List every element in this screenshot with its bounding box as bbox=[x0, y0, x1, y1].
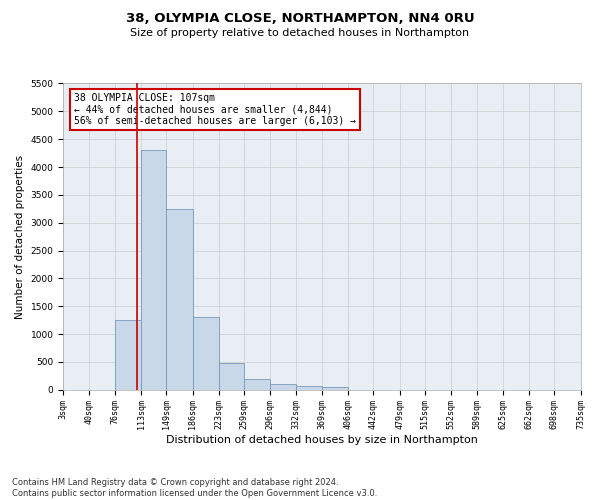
Text: 38 OLYMPIA CLOSE: 107sqm
← 44% of detached houses are smaller (4,844)
56% of sem: 38 OLYMPIA CLOSE: 107sqm ← 44% of detach… bbox=[74, 92, 356, 126]
Bar bbox=[141, 150, 166, 390]
Bar bbox=[296, 386, 322, 390]
Bar bbox=[271, 384, 296, 390]
Bar bbox=[193, 318, 219, 390]
Text: 38, OLYMPIA CLOSE, NORTHAMPTON, NN4 0RU: 38, OLYMPIA CLOSE, NORTHAMPTON, NN4 0RU bbox=[125, 12, 475, 26]
Bar bbox=[115, 320, 141, 390]
Y-axis label: Number of detached properties: Number of detached properties bbox=[15, 154, 25, 318]
Text: Size of property relative to detached houses in Northampton: Size of property relative to detached ho… bbox=[130, 28, 470, 38]
Bar bbox=[166, 209, 193, 390]
Bar bbox=[219, 364, 244, 390]
Text: Contains HM Land Registry data © Crown copyright and database right 2024.
Contai: Contains HM Land Registry data © Crown c… bbox=[12, 478, 377, 498]
X-axis label: Distribution of detached houses by size in Northampton: Distribution of detached houses by size … bbox=[166, 435, 478, 445]
Bar bbox=[322, 386, 348, 390]
Bar bbox=[244, 378, 271, 390]
